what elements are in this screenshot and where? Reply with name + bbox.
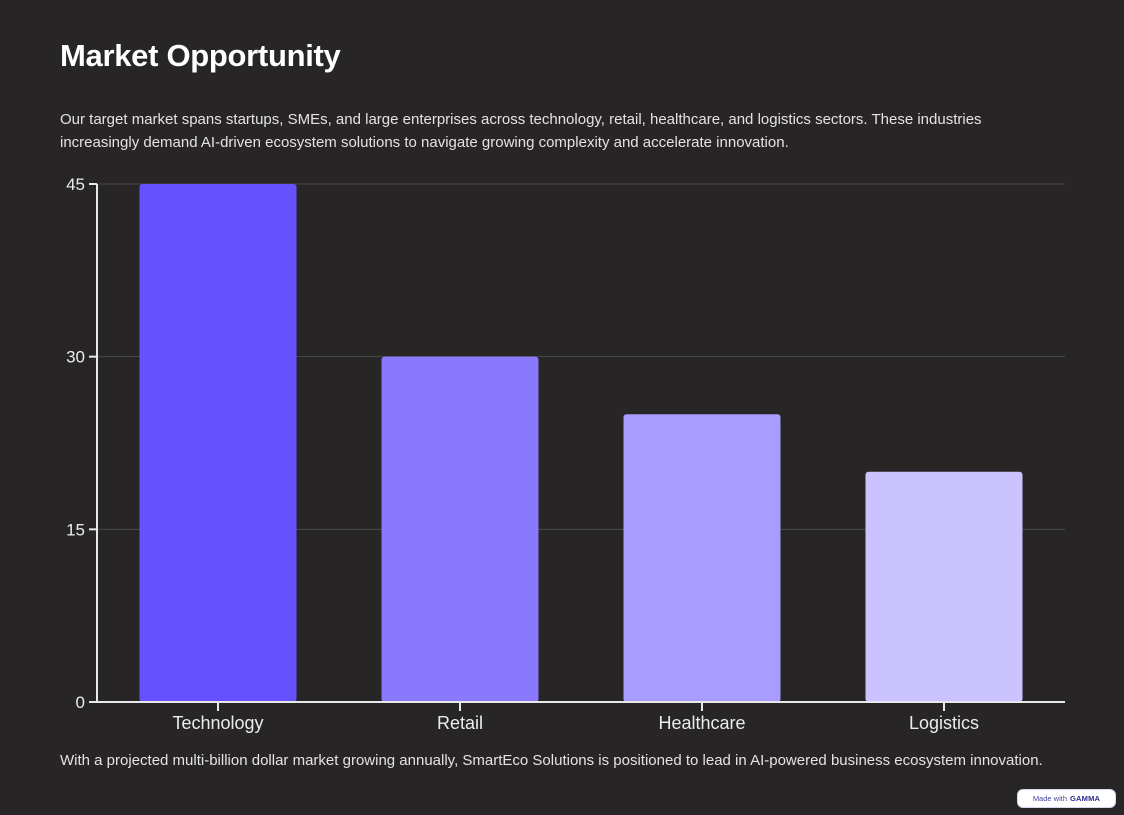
gamma-logo: GAMMA xyxy=(1070,794,1101,803)
x-tick-label: Retail xyxy=(437,713,483,733)
x-tick-label: Healthcare xyxy=(658,713,745,733)
intro-paragraph: Our target market spans startups, SMEs, … xyxy=(60,111,982,151)
bar-retail xyxy=(381,356,539,702)
y-tick-label: 0 xyxy=(76,693,85,712)
y-tick-label: 45 xyxy=(66,175,85,194)
y-tick-label: 30 xyxy=(66,348,85,367)
footer-paragraph: With a projected multi-billion dollar ma… xyxy=(60,752,1043,769)
bar-technology xyxy=(139,184,297,702)
bar-logistics xyxy=(865,471,1023,702)
slide-title: Market Opportunity xyxy=(60,38,341,73)
bar-healthcare xyxy=(623,414,781,702)
badge-prefix: Made with xyxy=(1032,794,1067,803)
made-with-gamma-badge[interactable]: Made with GAMMA xyxy=(1017,789,1116,808)
x-tick-label: Logistics xyxy=(909,713,979,733)
y-tick-label: 15 xyxy=(66,520,85,539)
x-tick-label: Technology xyxy=(172,713,263,733)
